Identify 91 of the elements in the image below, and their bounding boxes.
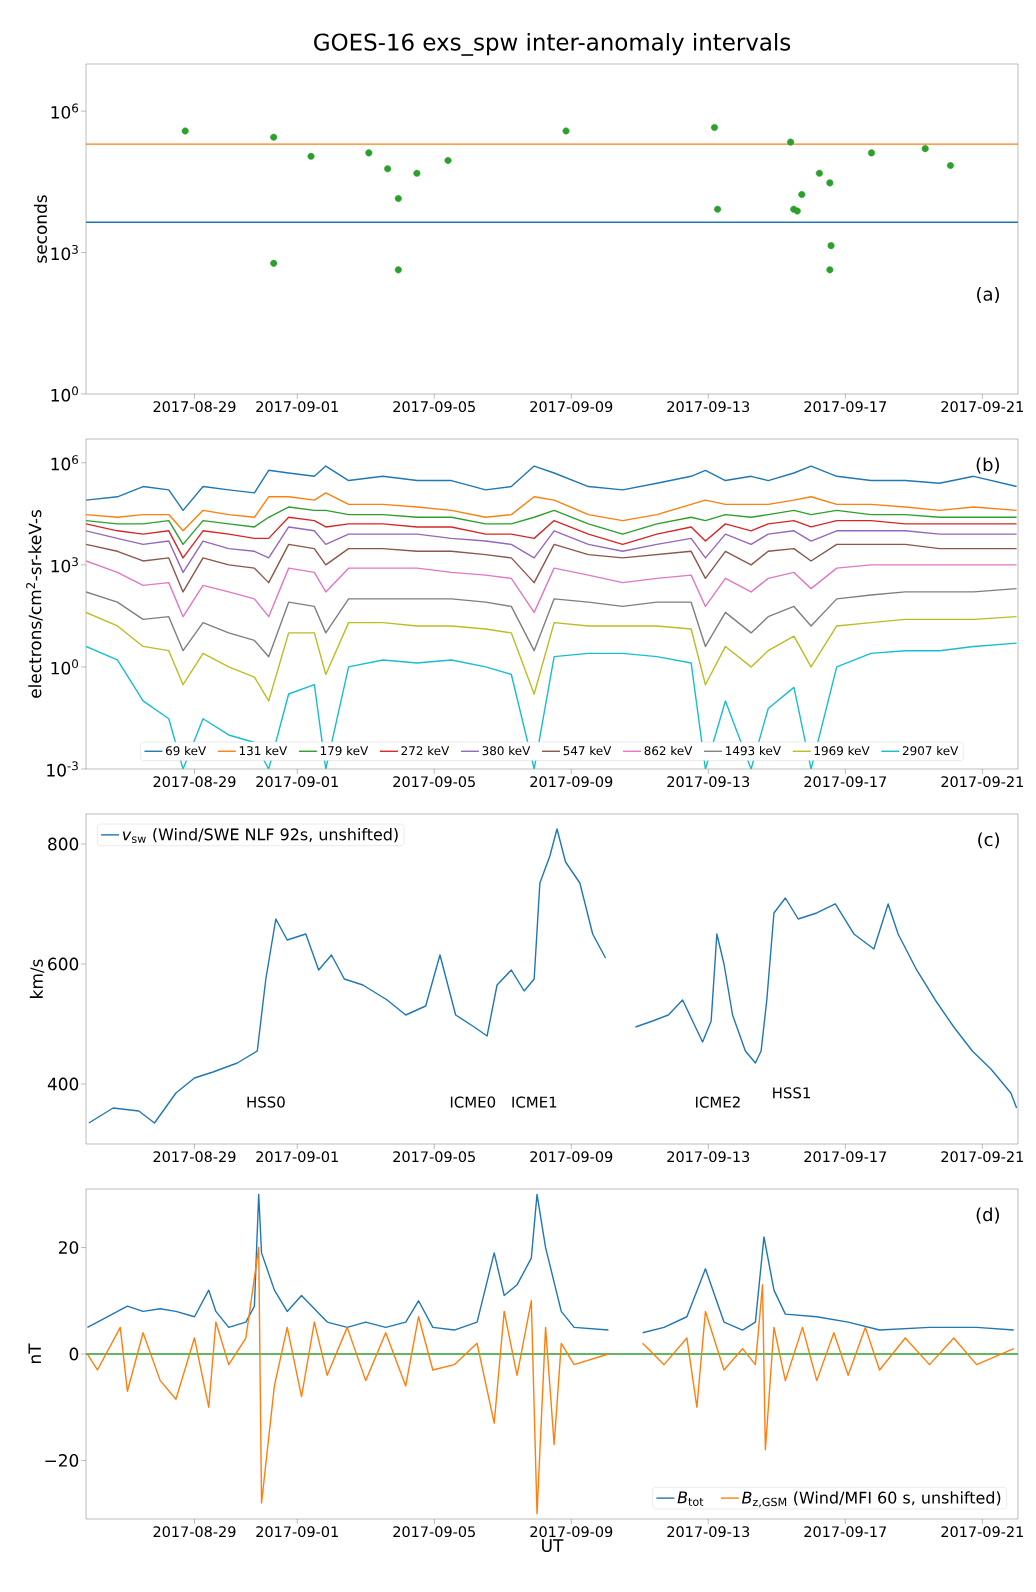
point — [867, 149, 875, 157]
x-tick-label: 2017-09-21 — [941, 776, 1023, 788]
x-tick-label: 2017-09-17 — [804, 1526, 887, 1538]
y-tick-label: 800 — [48, 837, 79, 851]
x-tick-label: 2017-09-09 — [530, 1526, 613, 1538]
point — [181, 127, 189, 135]
legend-label: 272 keV — [401, 745, 450, 756]
annotation: (c) — [978, 832, 999, 849]
point — [365, 149, 373, 157]
point — [710, 123, 718, 131]
y-tick-label: 400 — [47, 1077, 79, 1091]
x-tick-label: 2017-09-09 — [530, 401, 613, 413]
legend-label: 547 keV — [563, 745, 612, 756]
point — [921, 145, 929, 153]
y-tick-label: −20 — [45, 1454, 79, 1467]
x-tick-label: 2017-09-01 — [256, 401, 338, 413]
point — [946, 162, 954, 170]
point — [270, 259, 278, 267]
y-tick-label: 10$^{3}$ — [51, 557, 78, 573]
x-tick-label: 2017-08-29 — [153, 776, 236, 788]
point — [270, 133, 278, 141]
point — [307, 152, 315, 160]
legend-label: 380 keV — [482, 745, 531, 756]
legend-label: v$_{sw}$ (Wind/SWE NLF 92s, unshifted) — [122, 828, 398, 843]
point — [815, 169, 823, 177]
point — [384, 165, 392, 173]
annotation: ICME2 — [696, 1096, 740, 1108]
x-tick-label: 2017-09-05 — [393, 1526, 475, 1538]
point — [827, 242, 835, 250]
x-tick-label: 2017-09-17 — [804, 776, 887, 788]
x-tick-label: 2017-09-17 — [804, 401, 887, 413]
legend-label: 69 keV — [165, 745, 207, 756]
annotation: ICME0 — [450, 1096, 496, 1108]
y-tick-label: 10$^{0}$ — [51, 659, 79, 675]
point — [394, 266, 402, 274]
point — [444, 156, 452, 164]
point — [562, 127, 570, 135]
annotation: ICME1 — [512, 1096, 557, 1108]
chart-title: GOES-16 exs_spw inter-anomaly intervals — [314, 32, 791, 56]
x-tick-label: 2017-08-29 — [153, 1151, 236, 1163]
y-tick-label: 10$^{-3}$ — [47, 761, 78, 777]
x-tick-label: 2017-09-05 — [393, 1151, 475, 1163]
legend-label: 862 keV — [644, 745, 693, 756]
x-tick-label: 2017-09-21 — [941, 1151, 1023, 1163]
y-axis-title: nT — [28, 1343, 41, 1364]
legend-label: 2907 keV — [902, 745, 959, 756]
x-tick-label: 2017-09-01 — [256, 1151, 338, 1163]
y-tick-label: 0 — [69, 1347, 79, 1361]
x-tick-label: 2017-09-21 — [941, 1526, 1023, 1538]
y-tick-label: 10$^{0}$ — [51, 386, 79, 402]
x-tick-label: 2017-09-13 — [667, 776, 750, 788]
x-tick-label: 2017-09-13 — [667, 401, 750, 413]
x-tick-label: 2017-09-01 — [256, 1526, 338, 1538]
point — [826, 266, 834, 274]
y-tick-label: 10$^{6}$ — [51, 103, 79, 119]
legend-label: 131 keV — [239, 745, 288, 756]
x-tick-label: 2017-09-17 — [804, 1151, 887, 1163]
point — [826, 179, 834, 187]
x-tick-label: 2017-09-05 — [393, 776, 475, 788]
legend-label: 1969 keV — [814, 745, 870, 756]
legend-label: 1493 keV — [726, 745, 781, 756]
x-axis-title: UT — [542, 1539, 564, 1552]
point — [787, 138, 795, 146]
y-tick-label: 600 — [48, 957, 79, 971]
y-tick-label: 10$^{3}$ — [51, 244, 78, 261]
y-tick-label: 10$^{6}$ — [51, 455, 79, 471]
point — [798, 191, 806, 199]
x-tick-label: 2017-09-13 — [667, 1151, 750, 1163]
legend-label: B$_{z,GSM}$ (Wind/MFI 60 s, unshifted) — [741, 1491, 1001, 1508]
x-tick-label: 2017-09-09 — [530, 1151, 613, 1163]
annotation: HSS1 — [773, 1087, 811, 1099]
y-axis-title: seconds — [33, 195, 47, 263]
point — [394, 195, 402, 203]
point — [714, 205, 722, 213]
annotation: (a) — [977, 287, 999, 303]
y-axis-title: electrons/cm$^{2}$-sr-keV-s — [26, 509, 43, 698]
x-tick-label: 2017-09-01 — [256, 776, 338, 788]
annotation: HSS0 — [247, 1096, 285, 1108]
x-tick-label: 2017-08-29 — [153, 401, 236, 413]
x-tick-label: 2017-09-05 — [393, 401, 475, 413]
y-tick-label: 20 — [58, 1241, 79, 1254]
x-tick-label: 2017-09-09 — [530, 776, 613, 788]
y-axis-title: km/s — [29, 959, 45, 998]
point — [413, 169, 421, 177]
x-tick-label: 2017-09-21 — [941, 401, 1023, 413]
annotation: (d) — [976, 1207, 999, 1224]
x-tick-label: 2017-08-29 — [153, 1526, 236, 1538]
annotation: (b) — [976, 457, 999, 474]
x-tick-label: 2017-09-13 — [667, 1526, 750, 1538]
legend-label: B$_{tot}$ — [677, 1491, 704, 1506]
legend-label: 179 keV — [320, 745, 369, 756]
